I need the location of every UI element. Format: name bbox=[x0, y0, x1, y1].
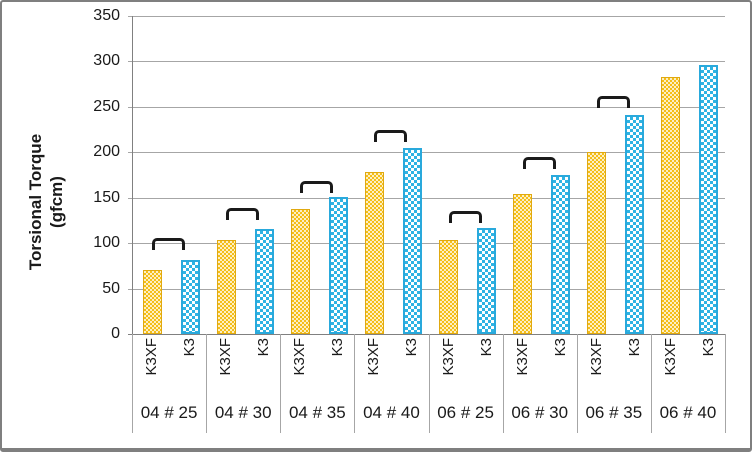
gridline bbox=[128, 106, 725, 108]
bar-k3 bbox=[699, 65, 719, 334]
bar-k3 bbox=[180, 260, 200, 334]
bar-k3 bbox=[402, 147, 422, 334]
bar-k3xf bbox=[216, 239, 236, 334]
category-label: 04 # 30 bbox=[214, 403, 272, 422]
category-label: 04 # 25 bbox=[140, 403, 198, 422]
category-label: 04 # 35 bbox=[288, 403, 346, 422]
bar-series-label: K3XF bbox=[587, 338, 605, 376]
category-label: 06 # 25 bbox=[437, 403, 494, 422]
bar-k3xf bbox=[661, 76, 681, 334]
category-divider bbox=[206, 334, 208, 433]
bar-series-label: K3XF bbox=[365, 338, 383, 376]
category-divider bbox=[502, 334, 504, 433]
comparison-bracket bbox=[522, 156, 556, 169]
comparison-bracket bbox=[300, 181, 334, 194]
y-tick-label: 50 bbox=[102, 279, 120, 297]
bar-series-label: K3 bbox=[625, 338, 643, 357]
category-divider bbox=[354, 334, 356, 433]
y-tick-label: 200 bbox=[93, 143, 120, 161]
category-label: 06 # 40 bbox=[659, 403, 717, 422]
gridline bbox=[128, 197, 725, 199]
comparison-bracket bbox=[374, 129, 408, 142]
bar-k3xf bbox=[364, 172, 384, 334]
bar-k3xf bbox=[142, 270, 162, 334]
bar-series-label: K3XF bbox=[217, 338, 235, 376]
comparison-bracket bbox=[152, 237, 185, 250]
y-tick-label: 350 bbox=[93, 7, 120, 24]
y-axis-line bbox=[132, 16, 133, 334]
gridline bbox=[128, 61, 725, 63]
bar-series-label: K3XF bbox=[513, 338, 531, 376]
category-divider bbox=[132, 334, 133, 433]
category-label: 04 # 40 bbox=[363, 403, 420, 422]
comparison-bracket bbox=[596, 95, 630, 108]
comparison-bracket bbox=[448, 211, 482, 224]
bar-series-label: K3 bbox=[551, 338, 569, 357]
bar-series-label: K3XF bbox=[143, 338, 160, 376]
comparison-bracket bbox=[226, 207, 260, 220]
bar-k3 bbox=[551, 175, 571, 334]
bar-series-label: K3XF bbox=[291, 338, 309, 376]
bar-k3 bbox=[328, 196, 348, 334]
bar-k3xf bbox=[587, 152, 607, 334]
bar-k3xf bbox=[290, 208, 310, 334]
category-divider bbox=[576, 334, 578, 433]
category-label: 06 # 30 bbox=[511, 403, 569, 422]
bar-k3 bbox=[477, 227, 496, 334]
bar-series-label: K3 bbox=[699, 338, 717, 357]
bar-series-label: K3XF bbox=[439, 338, 457, 376]
y-tick-label: 250 bbox=[93, 97, 120, 115]
bar-series-label: K3XF bbox=[661, 338, 679, 376]
category-label: 06 # 35 bbox=[585, 403, 643, 422]
bar-k3xf bbox=[513, 194, 533, 334]
gridline bbox=[128, 288, 725, 290]
category-divider bbox=[725, 334, 726, 433]
bar-series-label: K3 bbox=[255, 338, 273, 357]
category-divider bbox=[428, 334, 430, 433]
gridline bbox=[128, 16, 725, 17]
y-tick-label: 150 bbox=[93, 188, 120, 206]
bar-series-label: K3 bbox=[329, 338, 347, 357]
x-axis-line bbox=[128, 334, 725, 335]
bar-k3 bbox=[625, 115, 645, 334]
y-tick-label: 100 bbox=[93, 234, 120, 252]
bar-k3xf bbox=[439, 239, 458, 334]
y-tick-label: 0 bbox=[111, 325, 120, 342]
gridline bbox=[128, 243, 725, 245]
bar-series-label: K3 bbox=[181, 338, 198, 357]
category-divider bbox=[280, 334, 282, 433]
category-divider bbox=[650, 334, 652, 433]
bar-series-label: K3 bbox=[403, 338, 421, 357]
bar-k3 bbox=[254, 228, 274, 334]
gridline bbox=[128, 152, 725, 154]
y-tick-label: 300 bbox=[93, 52, 120, 70]
bar-series-label: K3 bbox=[477, 338, 495, 357]
